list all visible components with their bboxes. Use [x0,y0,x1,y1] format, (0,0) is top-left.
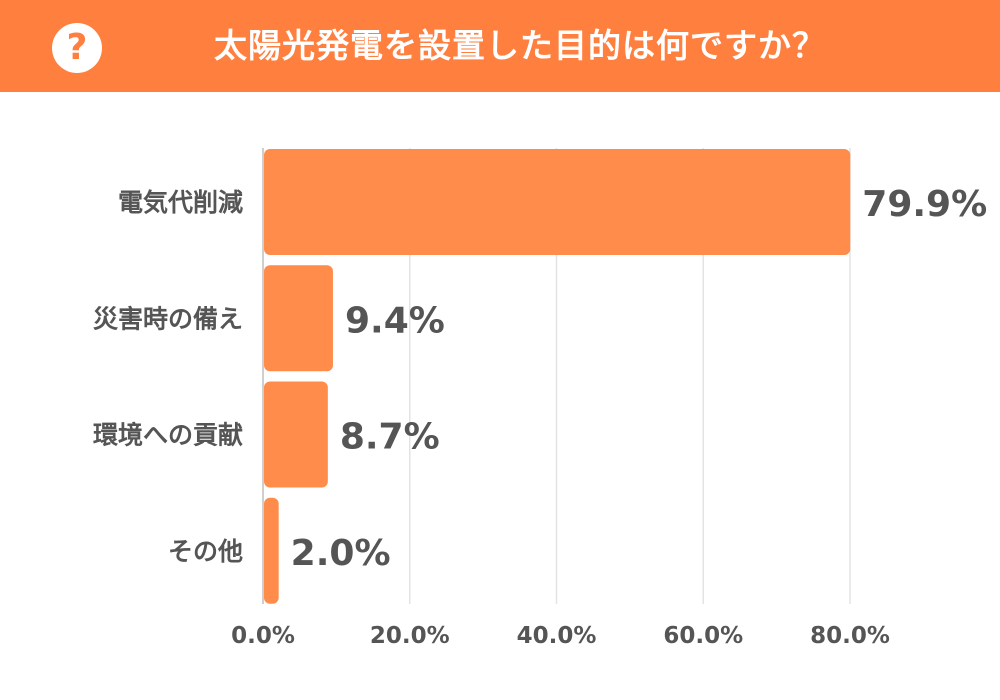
category-label: 電気代削減 [118,188,243,217]
value-label: 79.9% [862,184,987,225]
bar [264,265,333,372]
category-label: その他 [168,537,243,566]
value-label: 8.7% [340,417,440,458]
value-label: 9.4% [345,300,445,341]
x-tick-label: 80.0% [810,623,890,649]
header-bar: ? 太陽光発電を設置した目的は何ですか？ [0,0,1000,92]
category-label: 災害時の備え [93,304,243,333]
bar [264,381,328,488]
x-tick-label: 60.0% [663,623,743,649]
bar [264,149,851,255]
chart-title: 太陽光発電を設置した目的は何ですか？ [214,26,826,65]
question-icon: ? [52,23,102,73]
x-tick-label: 40.0% [517,623,597,649]
x-tick-label: 20.0% [370,623,450,649]
category-label: 環境への貢献 [93,421,243,450]
bar [264,497,279,604]
value-label: 2.0% [291,533,391,574]
x-tick-label: 0.0% [231,623,295,649]
